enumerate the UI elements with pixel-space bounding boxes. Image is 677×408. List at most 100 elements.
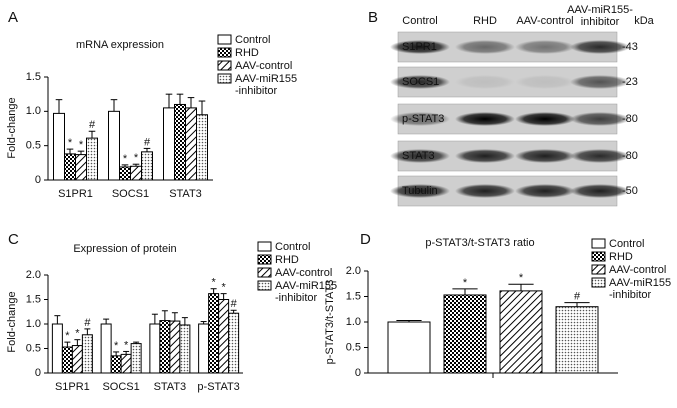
blot-band (390, 149, 450, 163)
error-bar (66, 148, 74, 154)
y-tick-label: 0 (35, 174, 41, 186)
error-bar (200, 321, 207, 324)
y-tick-label: 1.0 (26, 105, 41, 117)
significance-marker: * (221, 282, 226, 294)
legend-swatch (257, 280, 272, 291)
legend-label: AAV-control (275, 267, 332, 279)
legend-label: AAV-miR155 -inhibitor (235, 73, 297, 97)
error-bar (110, 99, 118, 112)
error-bar (508, 283, 534, 291)
panel-label: A (8, 9, 18, 26)
significance-marker: * (519, 272, 524, 284)
panel-label: D (360, 231, 371, 248)
error-bar (151, 313, 158, 324)
row-label: SOCS1 (402, 76, 439, 88)
blot-band (570, 112, 630, 126)
error-bar (230, 309, 237, 314)
blot-band (515, 112, 575, 126)
bar (51, 323, 63, 374)
error-bar (171, 312, 178, 322)
blot-band (455, 184, 515, 198)
y-tick-label: 1.5 (346, 290, 361, 302)
error-bar (452, 288, 478, 295)
x-tick-label: SOCS1 (112, 188, 149, 200)
error-bar (55, 99, 63, 114)
blot-band (390, 184, 450, 198)
significance-marker: # (231, 298, 238, 310)
error-bar (77, 150, 85, 155)
legend-swatch (591, 238, 606, 249)
bar (110, 355, 122, 374)
x-tick-label: SOCS1 (102, 381, 139, 393)
kda-label: -80 (622, 150, 638, 162)
legend-swatch (217, 73, 232, 84)
blot-band (515, 149, 575, 163)
error-bar (143, 147, 151, 152)
error-bar (64, 341, 71, 348)
bar (196, 114, 208, 181)
bar (159, 320, 171, 374)
legend-swatch (591, 277, 606, 288)
y-tick-label: 0.5 (26, 342, 41, 354)
blot-band (570, 184, 630, 198)
bar (208, 293, 220, 374)
significance-marker: * (79, 139, 84, 151)
bar (179, 324, 191, 374)
y-tick-label: 1.0 (346, 316, 361, 328)
significance-marker: # (144, 136, 151, 148)
bar (198, 323, 210, 374)
bar (163, 107, 175, 181)
error-bar (84, 328, 91, 335)
chart-title: mRNA expression (76, 39, 164, 51)
bar (141, 151, 153, 181)
error-bar (198, 100, 206, 115)
error-bar (187, 97, 195, 108)
lane-label: AAV-miR155-inhibitor (567, 4, 633, 28)
x-tick-label: STAT3 (154, 381, 187, 393)
legend-swatch (257, 267, 272, 278)
error-bar (210, 288, 217, 294)
kda-label: -23 (622, 76, 638, 88)
blot-band (455, 149, 515, 163)
error-bar (133, 341, 140, 344)
bar (228, 312, 240, 374)
error-bar (121, 164, 129, 167)
error-bar (88, 130, 96, 139)
x-tick-label: p-STAT3 (197, 381, 239, 393)
legend-swatch (591, 251, 606, 262)
legend-swatch (591, 264, 606, 275)
row-label: S1PR1 (402, 41, 437, 53)
error-bar (161, 310, 168, 321)
error-bar (220, 293, 227, 300)
bar (53, 112, 65, 181)
error-bar (103, 318, 110, 324)
bar (185, 107, 197, 181)
y-tick-label: 1.5 (26, 293, 41, 305)
bar (75, 154, 87, 181)
blot-band (455, 40, 515, 54)
panel-label: C (8, 231, 19, 248)
bar (443, 294, 487, 374)
significance-marker: * (114, 340, 119, 352)
blot-band (455, 112, 515, 126)
error-bar (54, 315, 61, 324)
y-axis-label: Fold-change (6, 97, 18, 158)
bar (555, 306, 599, 374)
legend-label: Control (609, 238, 644, 250)
bar (387, 321, 431, 374)
blot-band (570, 75, 630, 89)
row-label: STAT3 (402, 150, 435, 162)
legend-swatch (217, 34, 232, 45)
kda-label: -80 (622, 113, 638, 125)
significance-marker: * (68, 137, 73, 149)
lane-label: Control (402, 15, 437, 27)
row-label: p-STAT3 (402, 113, 444, 125)
bar (61, 346, 73, 374)
legend-label: RHD (609, 251, 633, 263)
bar (119, 166, 131, 181)
legend-label: Control (235, 34, 270, 46)
legend-label: AAV-control (609, 264, 666, 276)
legend-label: RHD (235, 47, 259, 59)
blot-band (455, 75, 515, 89)
legend-label: AAV-miR155 -inhibitor (275, 280, 337, 304)
